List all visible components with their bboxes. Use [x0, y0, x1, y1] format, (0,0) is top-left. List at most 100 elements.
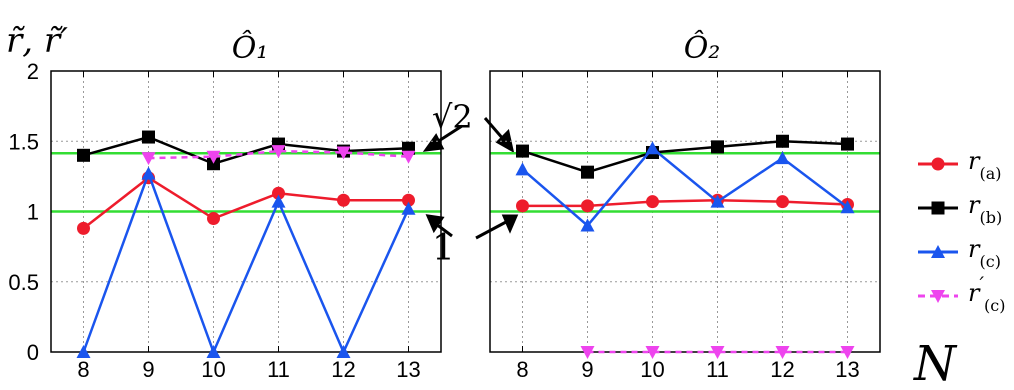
data-point — [337, 193, 350, 207]
x-tick-label: 13 — [835, 357, 859, 382]
x-axis-label: N — [913, 336, 958, 390]
data-point — [141, 166, 156, 180]
data-point — [271, 194, 286, 208]
legend-label: r(c) — [968, 235, 1001, 271]
legend-entry: r(c) — [918, 235, 1001, 271]
data-point — [516, 144, 529, 158]
arrowhead-one-right — [501, 214, 519, 234]
arrow-sqrt2-right — [483, 117, 506, 141]
data-point — [776, 134, 789, 148]
series-line — [82, 169, 410, 356]
x-tick-label: 10 — [201, 357, 225, 382]
data-point — [581, 199, 594, 213]
arrow-one-right — [475, 220, 507, 240]
data-point — [710, 194, 725, 208]
series-line — [521, 146, 849, 228]
x-tick-label: 11 — [706, 357, 729, 382]
legend-label: r(a) — [968, 147, 1002, 183]
x-tick-label: 13 — [396, 357, 420, 382]
legend-marker — [931, 201, 945, 215]
legend: r(a) r(b) r(c)r′(c) — [918, 147, 1005, 315]
data-point — [516, 199, 529, 213]
data-point — [645, 346, 660, 359]
y-tick-label: 1 — [27, 200, 39, 225]
series-r(a) — [516, 193, 854, 213]
data-point — [76, 345, 91, 358]
arrowhead-sqrt2-left — [422, 133, 445, 152]
data-point — [402, 193, 415, 207]
data-point — [206, 345, 221, 358]
series-line — [82, 176, 409, 230]
data-point — [336, 146, 351, 160]
data-point — [272, 186, 285, 200]
data-point — [645, 141, 660, 155]
data-point — [77, 221, 90, 235]
series-line — [522, 139, 848, 174]
legend-entry: r(a) — [918, 147, 1002, 183]
y-tick-label: 2 — [27, 59, 39, 84]
data-point — [580, 218, 595, 232]
panel1-title: Ô₁ — [232, 30, 269, 66]
data-point — [776, 195, 789, 209]
panel-2: 8 9 10 11 12 13 — [489, 70, 881, 382]
x-tick-label: 8 — [77, 357, 89, 382]
data-point — [646, 195, 659, 209]
panel2-title: Ô₂ — [684, 30, 721, 66]
series-r′(c) — [580, 346, 855, 359]
data-point — [775, 151, 790, 165]
y-tick-label: 0 — [27, 340, 39, 365]
series-r(c) — [76, 166, 416, 358]
data-point — [840, 346, 855, 359]
y-axis-label: r̃, r̃′ — [6, 21, 68, 61]
legend-label: r′(c) — [968, 272, 1005, 315]
data-point — [77, 148, 90, 162]
y-tick-label: 1.5 — [8, 129, 39, 154]
arrow-one-left — [435, 222, 453, 238]
y-tick-label: 0.5 — [8, 270, 39, 295]
data-point — [840, 200, 855, 214]
data-point — [207, 212, 220, 226]
x-tick-label: 9 — [142, 357, 154, 382]
data-point — [206, 150, 221, 164]
series-r(c) — [515, 141, 855, 232]
data-point — [841, 137, 854, 151]
series-r(a) — [77, 171, 415, 235]
data-point — [141, 152, 156, 166]
legend-entry: r(b) — [918, 191, 1002, 227]
legend-label: r(b) — [968, 191, 1002, 227]
data-point — [711, 140, 724, 154]
series-line — [83, 135, 409, 166]
panel-1: 8 9 10 11 12 13 0 0.5 1 1.5 2 — [8, 59, 442, 382]
data-point — [207, 157, 220, 171]
data-point — [401, 201, 416, 215]
x-tick-label: 11 — [267, 357, 290, 382]
one-annotation: 1 — [432, 228, 455, 269]
data-point — [775, 346, 790, 359]
panel-1-axes-box — [50, 70, 442, 353]
x-tick-label: 9 — [581, 357, 593, 382]
series-r(b) — [77, 130, 415, 171]
x-tick-label: 10 — [640, 357, 664, 382]
x-tick-label: 12 — [331, 357, 355, 382]
legend-marker — [931, 157, 945, 171]
data-point — [271, 145, 286, 159]
x-tick-label: 12 — [770, 357, 794, 382]
arrowhead-one-left — [425, 214, 445, 234]
data-point — [515, 162, 530, 176]
data-point — [142, 130, 155, 144]
panel-2-axes-box — [489, 70, 881, 353]
data-point — [581, 165, 594, 179]
data-point — [580, 346, 595, 359]
legend-marker — [931, 245, 945, 258]
series-line — [522, 199, 848, 208]
annotation-arrows — [422, 117, 519, 240]
legend-marker — [931, 290, 945, 303]
x-tick-label: 8 — [516, 357, 528, 382]
data-point — [710, 346, 725, 359]
data-point — [401, 150, 416, 164]
sqrt2-annotation: √2 — [432, 98, 473, 136]
series-r(b) — [516, 134, 854, 179]
legend-entry: r′(c) — [918, 272, 1005, 315]
series-r′(c) — [141, 145, 416, 166]
